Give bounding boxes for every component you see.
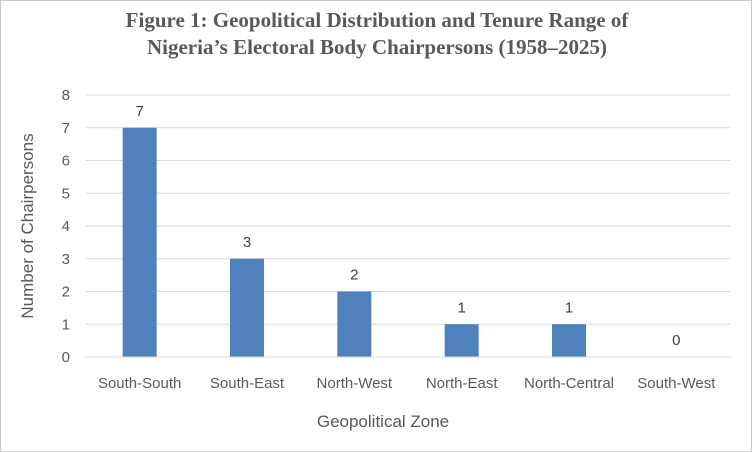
x-tick-label: South-South [98,375,181,392]
data-label: 1 [565,299,573,316]
y-tick-label: 2 [62,284,70,301]
y-tick-label: 1 [62,316,70,333]
x-tick-label: South-East [210,375,285,392]
x-tick-label: South-West [637,375,716,392]
y-tick-label: 0 [62,349,70,366]
data-label: 0 [672,332,680,349]
chart-title: Figure 1: Geopolitical Distribution and … [125,8,629,32]
x-axis-ticks: South-South South-East North-West North-Eas… [98,375,716,392]
x-axis-title: Geopolitical Zone [317,412,449,431]
y-tick-label: 8 [62,87,70,104]
y-tick-label: 3 [62,251,70,268]
bar [230,258,264,357]
y-tick-label: 5 [62,185,70,202]
chart-title-block: Figure 1: Geopolitical Distribution and … [1,7,752,61]
data-label: 3 [243,234,251,251]
chart-subtitle: Nigeria’s Electoral Body Chairpersons (1… [146,35,607,59]
y-axis-title: Number of Chairpersons [18,133,37,318]
x-tick-label: North-East [426,375,499,392]
y-axis-ticks: 0 1 2 3 4 5 6 7 8 [62,87,70,366]
x-tick-label: North-West [317,375,393,392]
gridlines [86,94,730,325]
data-label: 7 [135,103,143,120]
bar [122,127,157,357]
bars [122,127,586,357]
data-labels: 7 3 2 1 1 0 [135,103,680,349]
bar [552,324,586,357]
x-tick-label: North-Central [524,375,614,392]
y-tick-label: 7 [62,120,70,137]
data-label: 1 [457,299,465,316]
data-label: 2 [350,267,358,284]
bar [444,324,479,357]
y-tick-label: 4 [62,218,70,235]
bar [337,291,372,357]
y-tick-label: 6 [62,153,70,170]
